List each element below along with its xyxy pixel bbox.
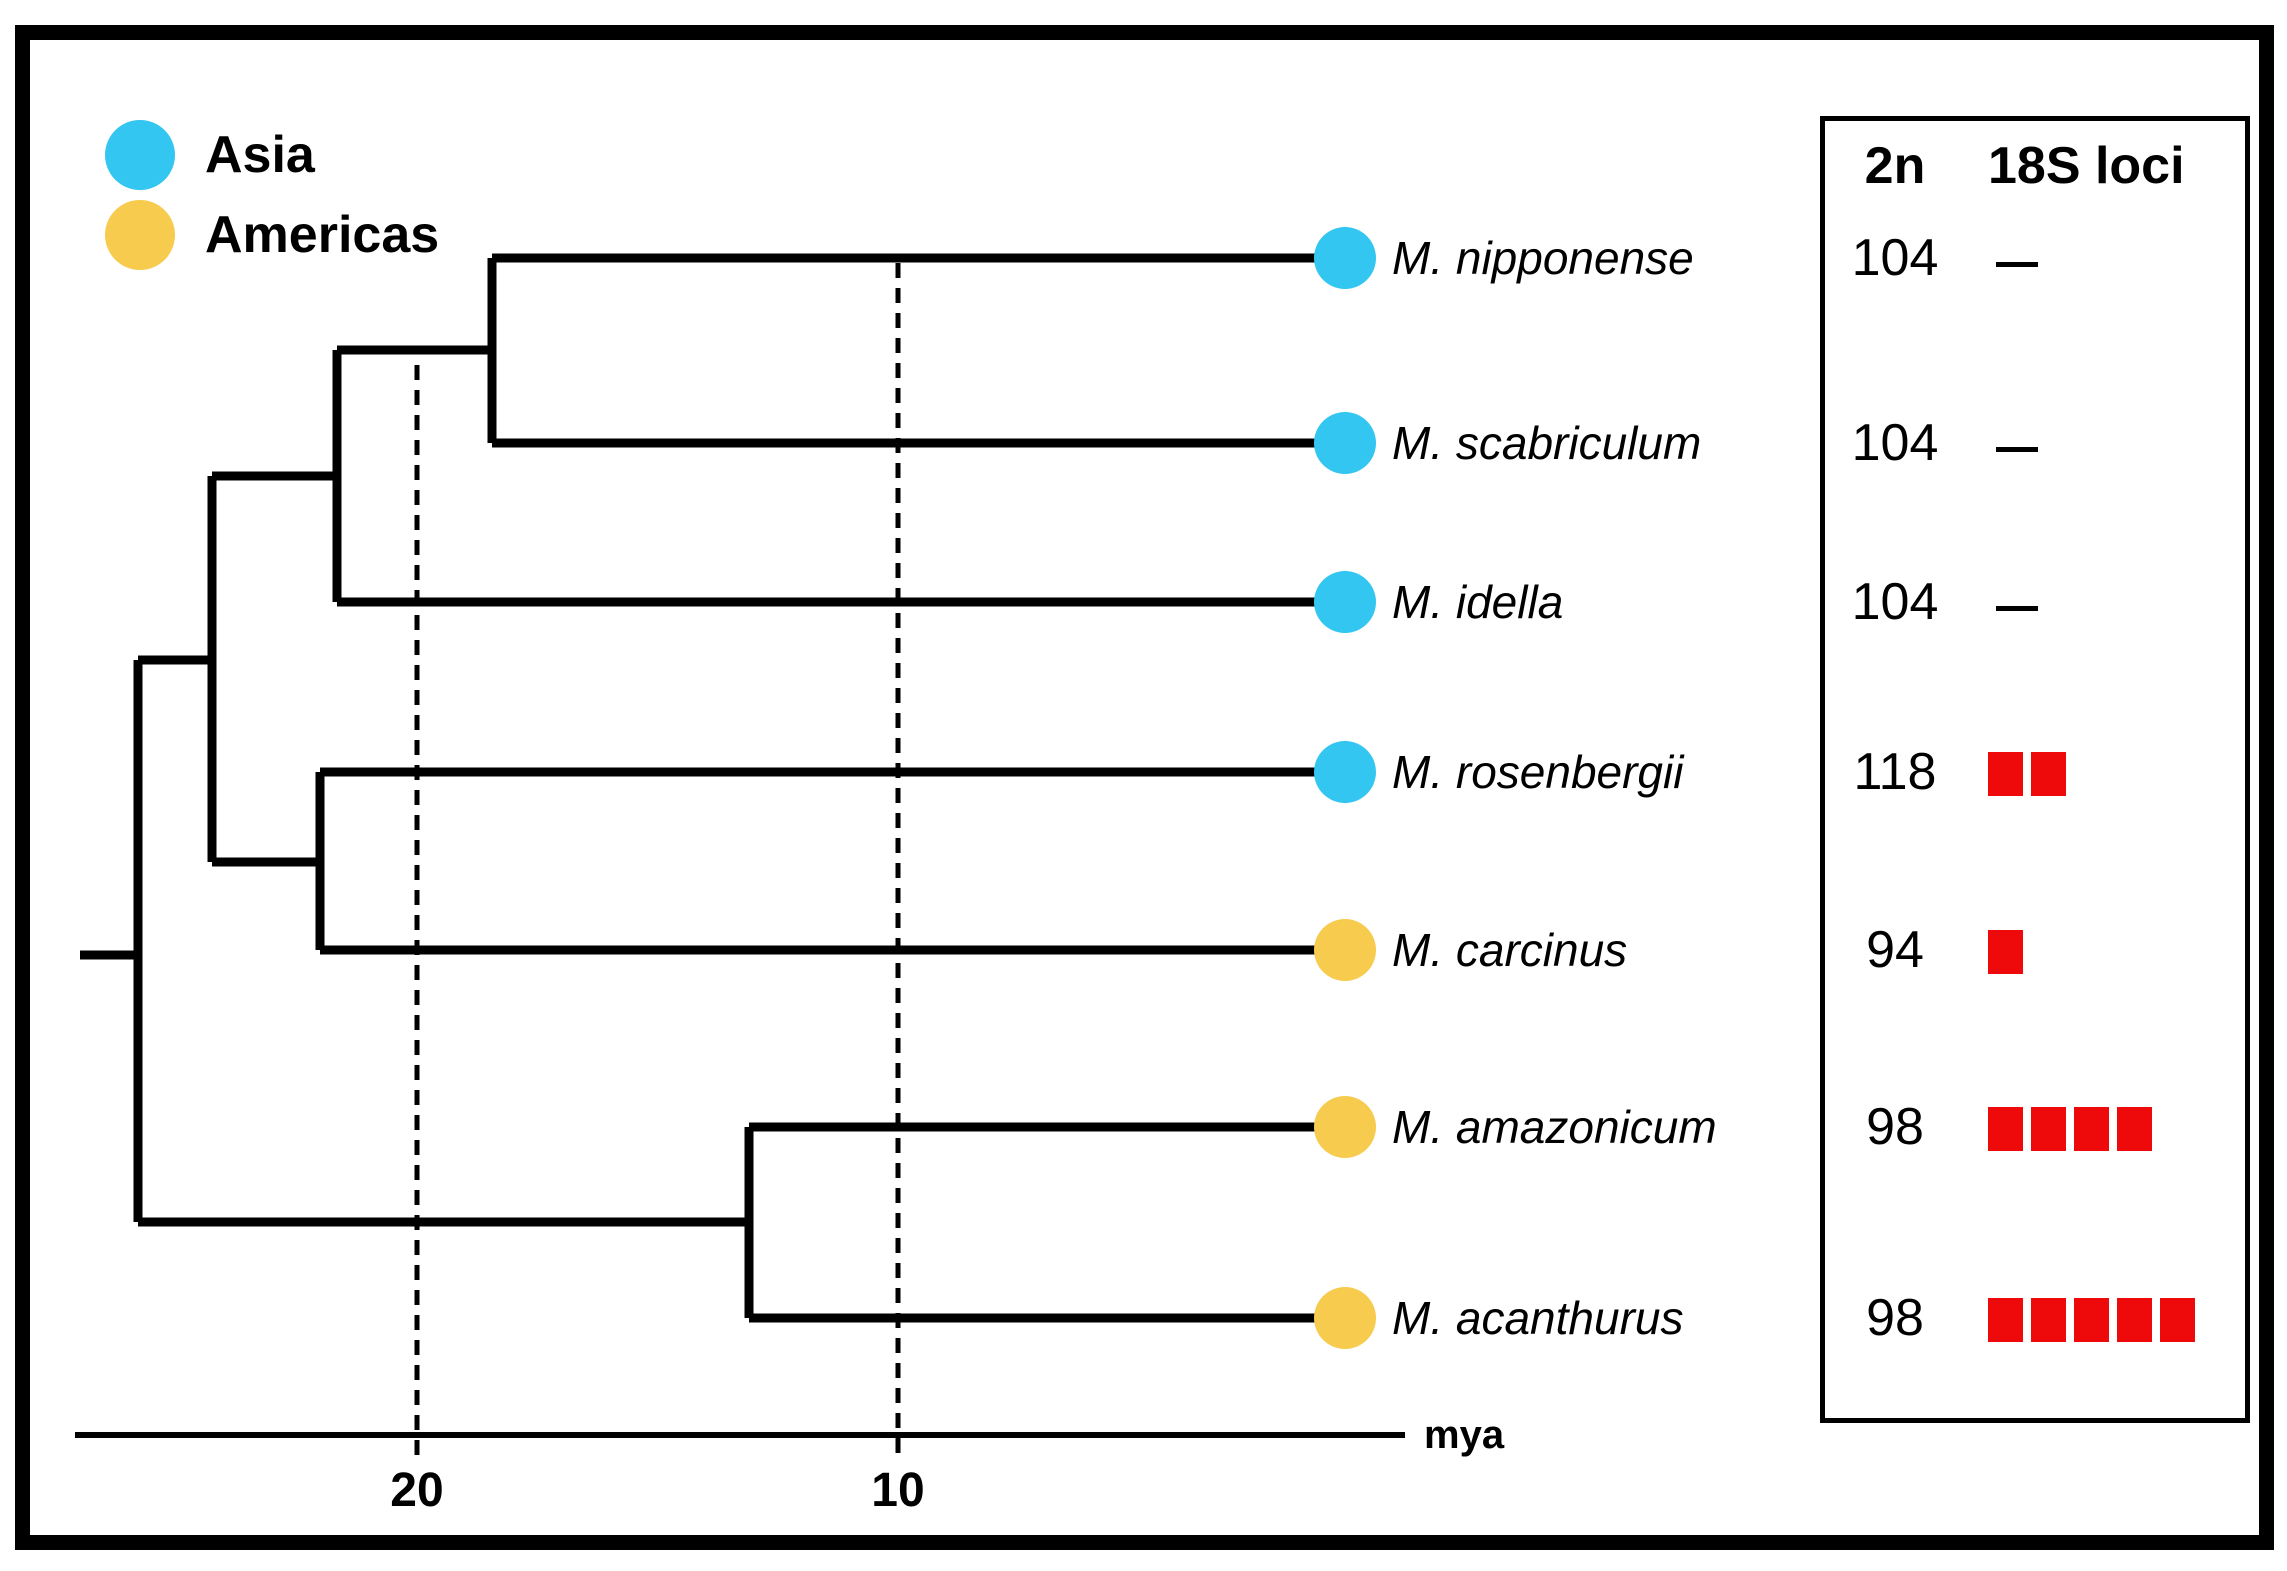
- 18s-locus-marker: [1988, 1298, 2023, 1342]
- 18s-loci-cell: [1988, 425, 2038, 473]
- 18s-locus-marker: [2074, 1107, 2109, 1151]
- 18s-locus-marker: [1988, 1107, 2023, 1151]
- 2n-value: 98: [1866, 1289, 1924, 1347]
- 18s-loci-cell: [1988, 1105, 2152, 1153]
- 18s-loci-cell: [1988, 240, 2038, 288]
- tip-circle-asia: [1314, 227, 1376, 289]
- species-label: M. rosenbergii: [1392, 746, 1684, 798]
- species-label: M. idella: [1392, 576, 1564, 628]
- tip-circle-americas: [1314, 1287, 1376, 1349]
- tip-circle-americas: [1314, 919, 1376, 981]
- 18s-locus-marker: [2031, 1107, 2066, 1151]
- 18s-locus-marker: [2117, 1298, 2152, 1342]
- no-loci-dash: [1996, 605, 2038, 611]
- species-label: M. amazonicum: [1392, 1101, 1717, 1153]
- legend-americas-label: Americas: [205, 206, 440, 264]
- tip-circle-asia: [1314, 571, 1376, 633]
- no-loci-dash: [1996, 261, 2038, 267]
- 2n-value: 104: [1851, 573, 1939, 631]
- 18s-loci-cell: [1988, 584, 2038, 632]
- legend-americas-circle: [105, 200, 175, 270]
- tip-circle-asia: [1314, 741, 1376, 803]
- legend-asia-circle: [105, 120, 175, 190]
- time-gridlines: [414, 263, 901, 1456]
- 18s-locus-marker: [2074, 1298, 2109, 1342]
- species-label: M. acanthurus: [1392, 1292, 1684, 1344]
- 18s-locus-marker: [1988, 930, 2023, 974]
- 2n-value: 94: [1866, 921, 1924, 979]
- 18s-locus-marker: [2117, 1107, 2152, 1151]
- species-label: M. carcinus: [1392, 924, 1628, 976]
- axis-tick-20: 20: [390, 1464, 444, 1517]
- 18s-locus-marker: [2160, 1298, 2195, 1342]
- 2n-value: 118: [1853, 743, 1937, 801]
- 18s-locus-marker: [2031, 752, 2066, 796]
- tree-branches: [80, 253, 1330, 1323]
- 18s-locus-marker: [1988, 752, 2023, 796]
- figure-border: [15, 25, 2274, 1550]
- species-label: M. nipponense: [1392, 232, 1694, 284]
- tip-circle-americas: [1314, 1096, 1376, 1158]
- axis-tick-10: 10: [871, 1464, 925, 1517]
- 2n-value: 104: [1851, 229, 1939, 287]
- no-loci-dash: [1996, 446, 2038, 452]
- column-header-18s-loci: 18S loci: [1988, 137, 2185, 195]
- 18s-loci-cell: [1988, 928, 2023, 976]
- 18s-loci-cell: [1988, 750, 2066, 798]
- legend-asia-label: Asia: [205, 126, 315, 184]
- species-label: M. scabriculum: [1392, 417, 1702, 469]
- 18s-loci-cell: [1988, 1296, 2195, 1344]
- 18s-locus-marker: [2031, 1298, 2066, 1342]
- tip-circle-asia: [1314, 412, 1376, 474]
- axis-unit-label: mya: [1424, 1413, 1505, 1457]
- 2n-value: 104: [1851, 414, 1939, 472]
- 2n-value: 98: [1866, 1098, 1924, 1156]
- column-header-2n: 2n: [1864, 137, 1926, 195]
